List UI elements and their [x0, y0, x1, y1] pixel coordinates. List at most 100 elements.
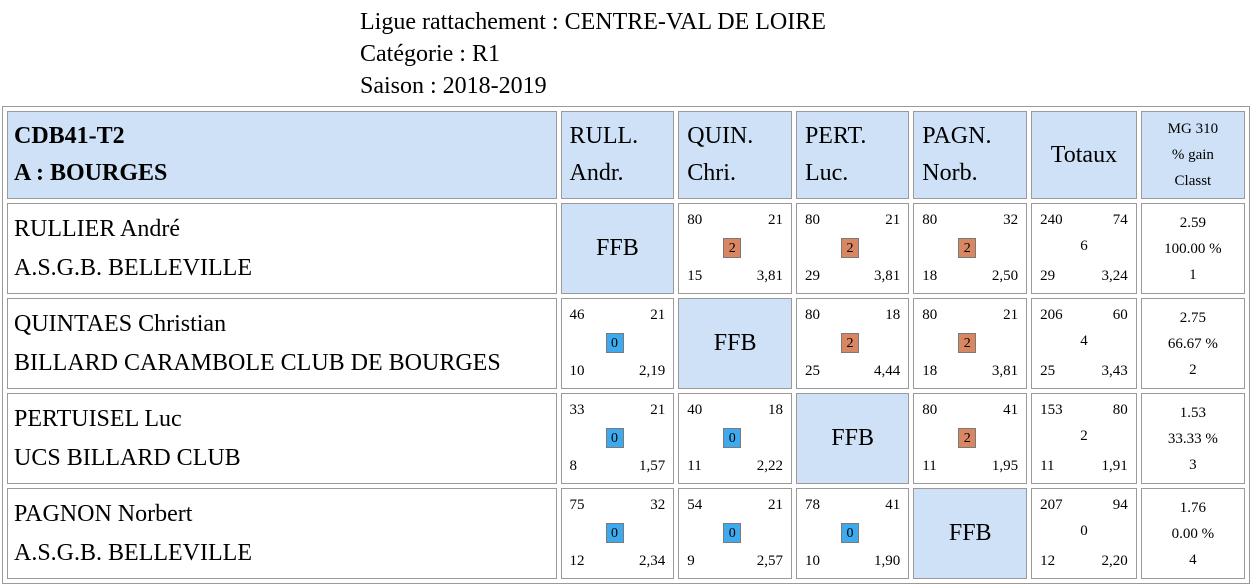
points-value: 54	[687, 497, 703, 513]
gain-value: 66.67 %	[1167, 335, 1218, 352]
serie-value: 25	[804, 363, 820, 379]
match-points-badge: 2	[958, 428, 977, 448]
serie-value: 12	[569, 553, 585, 569]
player-cell: PERTUISEL Luc UCS BILLARD CLUB	[7, 393, 557, 484]
ranking-cell: 1.53 33.33 % 3	[1140, 393, 1245, 484]
match-points-badge: 0	[605, 523, 624, 543]
reprises-value: 21	[1003, 307, 1019, 323]
match-cell: 80 21 2 18 3,81	[913, 298, 1028, 389]
player-name: QUINTAES Christian	[14, 310, 227, 337]
col-header-line1: QUIN.	[687, 123, 754, 149]
reprises-value: 21	[650, 402, 666, 418]
player-club: A.S.G.B. BELLEVILLE	[14, 254, 252, 281]
match-cell: 80 21 2 29 3,81	[795, 203, 910, 294]
ranking-cell: 2.75 66.67 % 2	[1140, 298, 1245, 389]
match-points-badge: 0	[723, 428, 742, 448]
moyenne-value: 4,44	[874, 363, 901, 379]
match-cell: 46 21 0 10 2,19	[560, 298, 675, 389]
match-points-badge: 2	[723, 238, 742, 258]
match-cell: 33 21 0 8 1,57	[560, 393, 675, 484]
totals-cell: 240 74 6 29 3,24	[1031, 203, 1137, 294]
total-match-points: 2	[1080, 428, 1088, 444]
total-reprises: 60	[1112, 307, 1128, 323]
total-moyenne: 3,24	[1101, 268, 1128, 284]
match-points-badge: 0	[723, 523, 742, 543]
moyenne-value: 2,34	[639, 553, 666, 569]
moyenne-value: 3,81	[874, 268, 901, 284]
col-header-line1: PERT.	[804, 123, 867, 149]
ffb-cell: FFB	[678, 298, 792, 389]
gain-value: 0.00 %	[1171, 525, 1215, 542]
moyenne-value: 3,81	[991, 363, 1019, 379]
match-points-badge: 2	[840, 333, 859, 353]
team-header-cell: CDB41-T2 A : BOURGES	[7, 111, 557, 199]
moyenne-value: 2,50	[991, 268, 1019, 284]
total-reprises: 74	[1112, 212, 1128, 228]
results-table: CDB41-T2 A : BOURGES RULL. Andr. QUIN. C…	[2, 106, 1250, 584]
points-value: 80	[804, 307, 820, 323]
points-value: 80	[922, 402, 938, 418]
table-row: PERTUISEL Luc UCS BILLARD CLUB 33 21 0 8 1,57 4…	[7, 393, 1245, 484]
reprises-value: 32	[650, 497, 666, 513]
match-cell: 54 21 0 9 2,57	[678, 488, 792, 579]
serie-value: 9	[687, 553, 695, 569]
ffb-cell: FFB	[795, 393, 910, 484]
reprises-value: 21	[650, 307, 666, 323]
points-value: 80	[922, 307, 938, 323]
table-row: QUINTAES Christian BILLARD CARAMBOLE CLUB…	[7, 298, 1245, 389]
total-match-points: 6	[1080, 238, 1088, 254]
player-cell: QUINTAES Christian BILLARD CARAMBOLE CLUB…	[7, 298, 557, 389]
serie-value: 11	[922, 458, 937, 474]
serie-value: 10	[569, 363, 585, 379]
ranking-cell: 2.59 100.00 % 1	[1140, 203, 1245, 294]
classt-label: Classt	[1174, 173, 1212, 189]
match-cell: 75 32 0 12 2,34	[560, 488, 675, 579]
col-header-line2: Andr.	[569, 160, 624, 186]
mg-value: 2.59	[1179, 214, 1206, 231]
points-value: 80	[804, 212, 820, 228]
total-points: 153	[1040, 402, 1063, 418]
points-value: 80	[922, 212, 938, 228]
points-value: 46	[569, 307, 585, 323]
reprises-value: 18	[767, 402, 783, 418]
serie-value: 11	[687, 458, 702, 474]
mg-label: MG 310	[1167, 121, 1219, 137]
gain-label: % gain	[1171, 147, 1214, 163]
col-header-line2: Luc.	[804, 160, 849, 186]
col-header-line1: PAGN.	[922, 123, 992, 149]
total-moyenne: 3,43	[1101, 363, 1128, 379]
col-header-line2: Chri.	[687, 160, 736, 186]
serie-value: 18	[922, 363, 938, 379]
player-name: PAGNON Norbert	[14, 500, 193, 527]
match-cell: 80 21 2 15 3,81	[678, 203, 792, 294]
player-name: PERTUISEL Luc	[14, 405, 182, 432]
totals-cell: 207 94 0 12 2,20	[1031, 488, 1137, 579]
totaux-header: Totaux	[1031, 111, 1137, 199]
totals-cell: 206 60 4 25 3,43	[1031, 298, 1137, 389]
serie-value: 29	[804, 268, 820, 284]
player-cell: PAGNON Norbert A.S.G.B. BELLEVILLE	[7, 488, 557, 579]
gain-value: 33.33 %	[1167, 430, 1218, 447]
reprises-value: 21	[767, 497, 783, 513]
reprises-value: 21	[767, 212, 783, 228]
moyenne-value: 2,19	[639, 363, 666, 379]
col-header-pertuisel: PERT. Luc.	[795, 111, 910, 199]
points-value: 33	[569, 402, 585, 418]
match-points-badge: 2	[840, 238, 859, 258]
total-moyenne: 2,20	[1101, 553, 1128, 569]
moyenne-value: 1,90	[874, 553, 901, 569]
mg-value: 2.75	[1179, 309, 1206, 326]
categorie-line: Catégorie : R1	[360, 41, 500, 67]
match-cell: 78 41 0 10 1,90	[795, 488, 910, 579]
total-match-points: 0	[1080, 523, 1088, 539]
ligue-line: Ligue rattachement : CENTRE-VAL DE LOIRE	[360, 9, 826, 35]
moyenne-value: 3,81	[756, 268, 783, 284]
team-city: A : BOURGES	[14, 160, 168, 186]
serie-value: 8	[569, 458, 578, 474]
total-reprises: 80	[1112, 402, 1128, 418]
player-club: UCS BILLARD CLUB	[14, 444, 241, 471]
match-cell: 40 18 0 11 2,22	[678, 393, 792, 484]
total-serie: 29	[1040, 268, 1056, 284]
match-points-badge: 0	[605, 333, 624, 353]
competition-header: Ligue rattachement : CENTRE-VAL DE LOIRE…	[360, 6, 826, 102]
